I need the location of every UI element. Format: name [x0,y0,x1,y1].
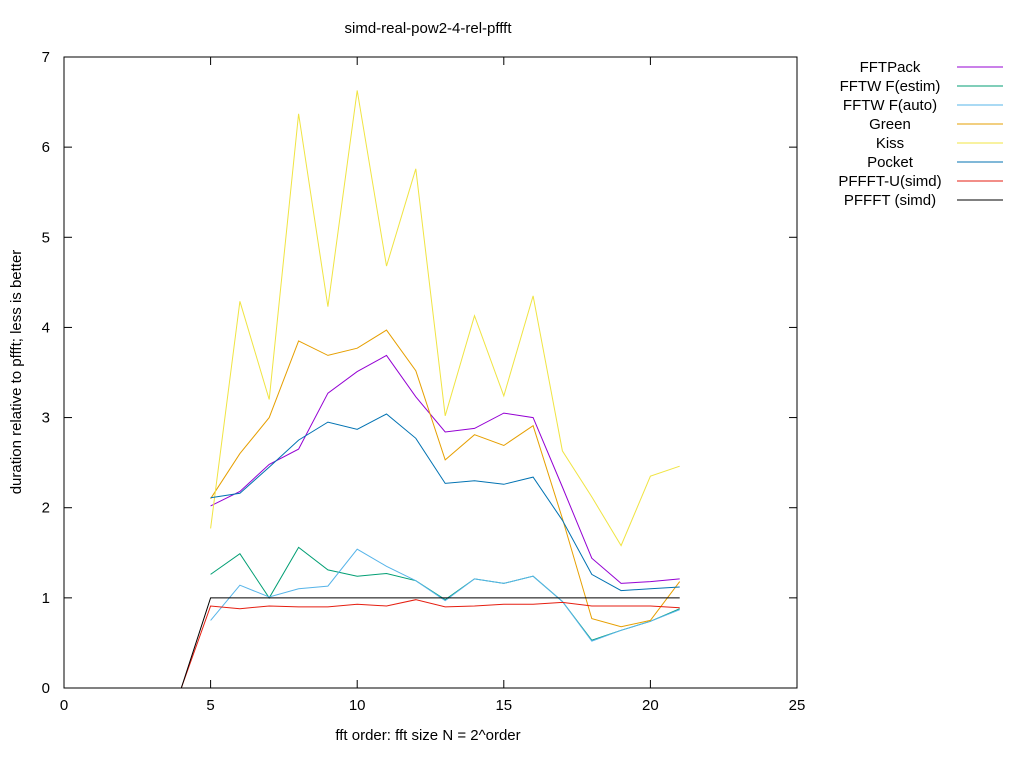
series-line-pocket [211,414,680,591]
legend-label-pffft-simd: PFFFT (simd) [844,192,936,209]
legend: FFTPack FFTW F(estim) FFTW F(auto) Green Kis… [838,59,1003,209]
legend-label-fftpack: FFTPack [860,59,921,76]
y-tick-label: 4 [42,319,50,336]
series-line-fftpack [211,355,680,583]
legend-label-fftw-f-estim: FFTW F(estim) [840,78,941,95]
y-tick-label: 7 [42,49,50,66]
y-tick-label: 2 [42,500,50,517]
series-line-pffft-simd [181,598,679,688]
x-tick-label: 0 [60,697,68,714]
legend-label-pffft-u-simd: PFFFT-U(simd) [838,173,941,190]
series-line-fftw-f-auto [211,549,680,641]
legend-label-fftw-f-auto: FFTW F(auto) [843,97,937,114]
y-tick-label: 0 [42,680,50,697]
x-tick-label: 20 [642,697,659,714]
plot-frame [64,57,797,688]
x-axis-title: fft order: fft size N = 2^order [335,727,520,744]
chart-title: simd-real-pow2-4-rel-pffft [345,20,513,37]
y-tick-label: 3 [42,410,50,427]
legend-label-green: Green [869,116,911,133]
series-line-kiss [211,90,680,545]
y-tick-label: 6 [42,139,50,156]
x-tick-label: 25 [789,697,806,714]
series-line-pffft-u-simd [181,600,679,688]
y-tick-label: 1 [42,590,50,607]
series-line-green [211,330,680,627]
legend-label-pocket: Pocket [867,154,914,171]
x-tick-label: 5 [206,697,214,714]
y-tick-label: 5 [42,229,50,246]
y-axis-title: duration relative to pffft; less is bett… [8,250,25,495]
legend-label-kiss: Kiss [876,135,904,152]
axis-ticks: 0 5 10 15 20 25 0 1 2 3 4 5 6 7 [42,49,806,714]
series-lines [181,90,679,688]
x-tick-label: 15 [495,697,512,714]
x-tick-label: 10 [349,697,366,714]
